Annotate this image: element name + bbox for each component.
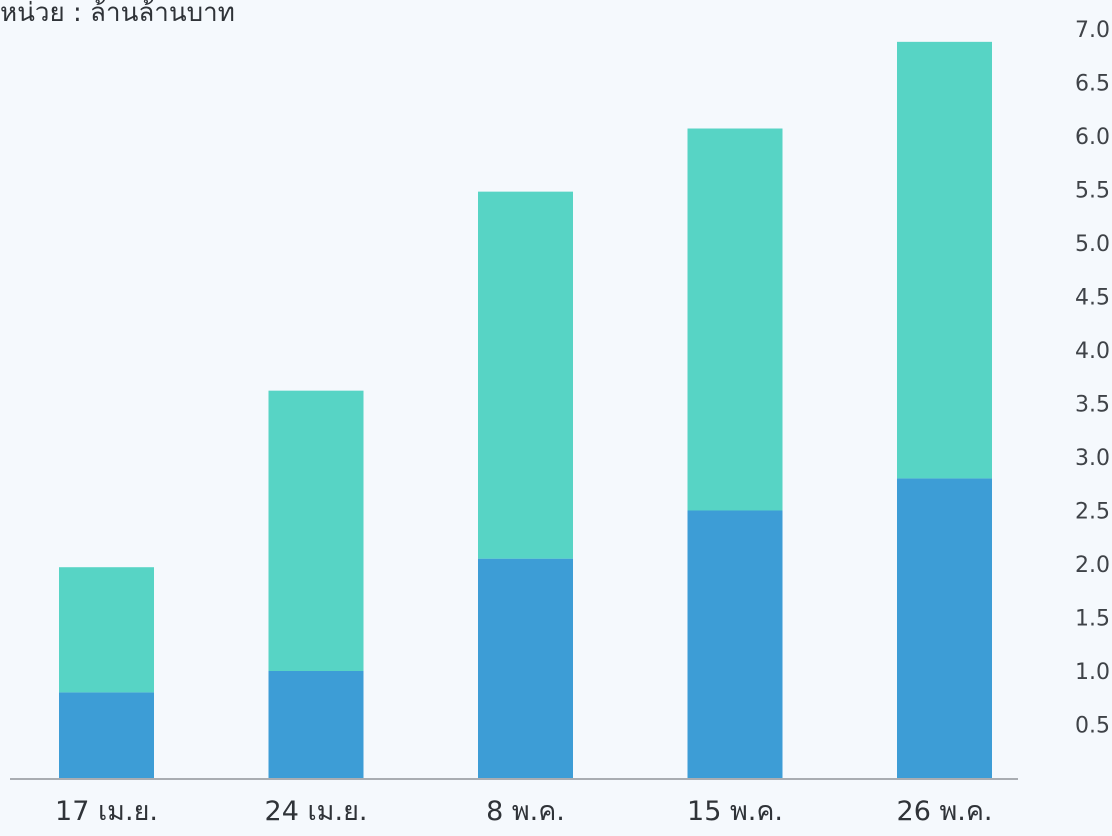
y-tick-label: 4.0: [1075, 339, 1110, 364]
x-category-label: 26 พ.ค.: [897, 796, 993, 827]
bar-segment-2-5: [897, 41, 992, 479]
bar-segment-1-3: [478, 558, 573, 778]
bar-segment-1-2: [268, 671, 364, 778]
y-tick-label: 3.0: [1075, 446, 1110, 471]
y-tick-label: 6.5: [1075, 72, 1110, 97]
x-category-label: 24 เม.ย.: [265, 796, 368, 827]
bars-layer: [59, 41, 992, 778]
y-tick-labels: 0.5 1.0 1.5 2.0 2.5 3.0 3.5 4.0 4.5 5.0 5.5 6.0 6.5 7…: [1075, 18, 1110, 739]
y-tick-label: 5.5: [1075, 179, 1110, 204]
y-tick-label: 4.5: [1075, 286, 1110, 311]
x-category-labels: 17 เม.ย. 24 เม.ย. 8 พ.ค. 15 พ.ค. 26 พ.ค.: [55, 796, 992, 827]
bar-segment-2-4: [687, 128, 783, 511]
y-tick-label: 6.0: [1075, 125, 1110, 150]
y-tick-label: 3.5: [1075, 393, 1110, 418]
y-tick-label: 2.0: [1075, 553, 1110, 578]
y-tick-label: 5.0: [1075, 232, 1110, 257]
x-category-label: 8 พ.ค.: [486, 796, 565, 827]
y-tick-label: 2.5: [1075, 500, 1110, 525]
y-tick-label: 7.0: [1075, 18, 1110, 43]
y-tick-label: 1.0: [1075, 660, 1110, 685]
bar-segment-2-3: [478, 191, 573, 559]
bar-segment-2-1: [59, 567, 154, 693]
bar-segment-1-1: [59, 692, 154, 778]
bar-segment-1-4: [687, 510, 783, 778]
bar-segment-1-5: [897, 478, 992, 778]
y-tick-label: 0.5: [1075, 714, 1110, 739]
unit-label: หน่วย : ล้านล้านบาท: [0, 0, 235, 28]
y-tick-label: 1.5: [1075, 607, 1110, 632]
x-category-label: 15 พ.ค.: [687, 796, 783, 827]
bar-segment-2-2: [268, 390, 364, 671]
x-category-label: 17 เม.ย.: [55, 796, 158, 827]
